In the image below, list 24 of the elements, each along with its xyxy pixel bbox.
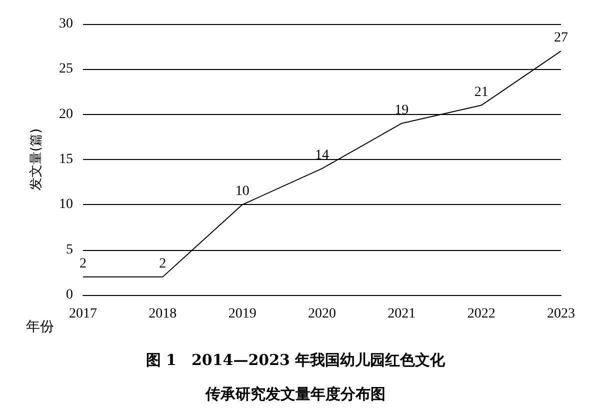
data-label: 14: [315, 148, 329, 164]
y-tick-label: 30: [59, 16, 73, 32]
x-tick-label: 2017: [69, 306, 97, 322]
x-axis-title: 年份: [26, 319, 54, 335]
data-label: 27: [554, 30, 568, 46]
y-tick-label: 5: [66, 242, 73, 258]
data-label: 19: [394, 102, 409, 118]
x-tick-label: 2020: [308, 306, 336, 322]
data-label: 2: [80, 256, 86, 272]
y-axis-title: 发文量(篇): [29, 128, 44, 191]
text: 图 1 2014—2023 年我国幼儿园红色文化传承研究发文量年度分布图: [146, 351, 446, 403]
x-tick-label: 2023: [547, 306, 575, 322]
y-tick-label: 0: [66, 288, 73, 302]
data-label: 21: [474, 84, 488, 100]
x-tick-label: 2022: [467, 306, 496, 322]
y-tick-label: 25: [59, 62, 73, 77]
data-label: 2: [159, 256, 166, 272]
y-tick-label: 15: [59, 152, 73, 167]
x-tick-label: 2021: [388, 306, 416, 322]
x-tick-label: 2019: [228, 306, 256, 322]
x-tick-label: 2018: [148, 306, 177, 322]
data-label: 10: [235, 184, 250, 200]
y-tick-label: 10: [59, 197, 73, 212]
y-tick-label: 20: [59, 106, 73, 122]
